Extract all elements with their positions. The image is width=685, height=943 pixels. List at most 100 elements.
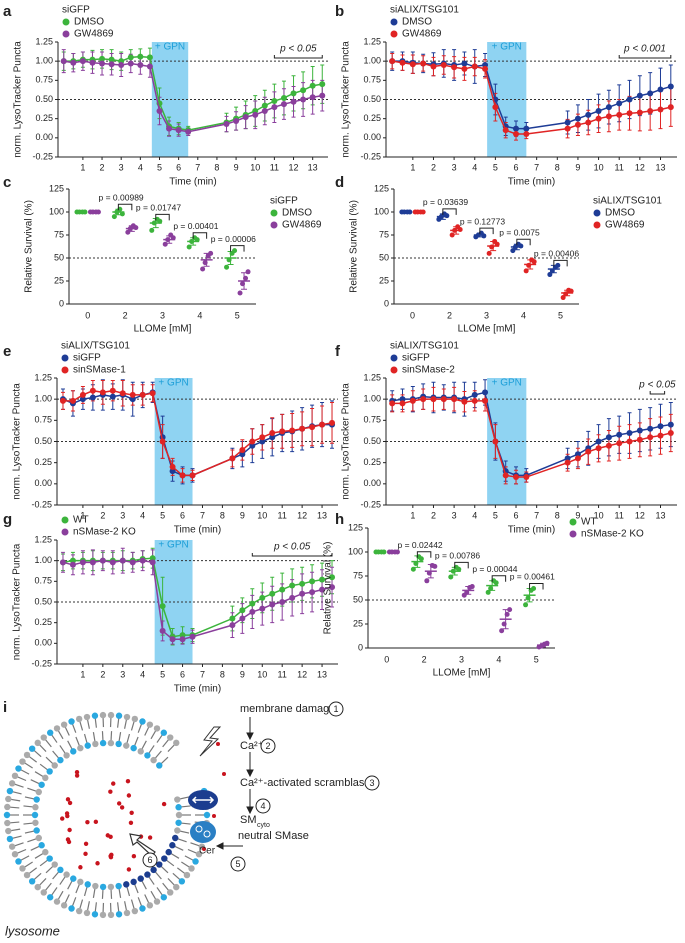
lipid-head [40,889,47,896]
data-point [149,390,156,397]
x-tick-label: 12 [289,162,299,172]
data-point [179,636,186,643]
y-tick-label: 1.00 [35,56,53,66]
data-point [252,111,259,118]
lipid-head [153,898,161,905]
data-point [279,428,286,435]
panel-label: e [3,343,11,360]
lipid-head [4,819,11,827]
data-point [129,391,136,398]
lipid-head [23,871,31,879]
significance-label: p < 0.05 [279,44,317,55]
legend-label: nSMase-2 KO [581,529,644,540]
legend-label: siGFP [402,353,430,364]
data-point [319,576,326,583]
lumen-particle [119,805,125,810]
lipid-head [156,762,163,769]
lipid-head [172,834,179,842]
x-tick-label: 4 [138,162,143,172]
data-point [175,127,182,134]
x-tick-label: 12 [635,162,645,172]
x-tick-label: 9 [575,162,580,172]
x-tick-label: 1 [410,162,415,172]
data-point [79,58,86,65]
data-point [269,434,276,441]
y-tick-label: 125 [374,183,389,193]
data-point [595,445,602,452]
lipid-head [203,811,211,819]
data-point [189,633,196,640]
data-point [605,113,612,120]
p-value-label: p = 0.00406 [534,249,579,259]
lipid-head [115,712,123,719]
x-tick-label: 2 [100,510,105,520]
legend-marker [61,354,69,362]
legend-title: siGFP [62,5,90,16]
x-tick-label: 2 [447,310,452,320]
lipid-head [38,781,45,788]
legend-marker [61,366,69,374]
panel-label: g [3,511,12,528]
replicate-point [186,244,192,250]
lumen-particle [67,827,72,833]
data-point [300,87,307,94]
p-value-label: p = 0.00044 [472,564,517,574]
y-tick-label: 0.75 [35,75,53,85]
data-point [271,98,278,105]
lipid-head [84,742,91,749]
data-point [229,615,236,622]
x-tick-label: 4 [496,654,501,664]
legend-label: GW4869 [282,220,322,231]
data-point [616,100,623,107]
y-tick-label: 0.25 [34,457,52,467]
data-point [60,58,67,65]
lipid-head [161,855,168,862]
data-point [249,438,256,445]
lipid-head [195,850,203,858]
y-tick-label: 0 [384,298,389,308]
legend-label: DMSO [402,17,432,28]
comparison-bracket [230,245,245,252]
data-point [149,555,156,562]
x-tick-label: 3 [459,654,464,664]
lipid-head [35,834,42,842]
data-point [605,104,612,111]
data-point [329,574,336,581]
x-tick-label: 2 [431,162,436,172]
replicate-point [149,227,155,233]
caption: lysosome [5,923,60,938]
data-point [99,55,106,62]
data-point [329,584,336,591]
data-point [430,63,437,70]
data-point [430,396,437,403]
data-point [492,104,499,111]
data-point [59,559,66,566]
data-point [179,632,186,639]
lipid-head [165,848,172,856]
lumen-particle [74,773,80,778]
lipid-head [99,911,107,919]
lipid-head [153,725,161,732]
axes [385,42,677,158]
lipid-head [115,882,122,890]
data-point [636,436,643,443]
legend-marker [61,528,69,536]
lipid-head [83,909,91,917]
comparison-bracket [529,582,544,590]
data-point [502,127,509,134]
lipid-head [192,858,199,865]
axes [367,528,555,649]
ceramide-label: Cer [199,846,216,857]
y-tick-label: 125 [49,183,64,193]
lipid-head [42,848,49,856]
data-point [185,128,192,135]
x-tick-label: 5 [160,669,165,679]
x-tick-label: 10 [257,510,267,520]
comparison-bracket [192,232,208,239]
lipid-head [137,748,144,755]
released-particle [202,847,206,851]
replicate-point [224,264,230,270]
lumen-particle [65,797,71,802]
lipid-head [131,715,139,723]
significance-label: p < 0.001 [623,44,666,55]
